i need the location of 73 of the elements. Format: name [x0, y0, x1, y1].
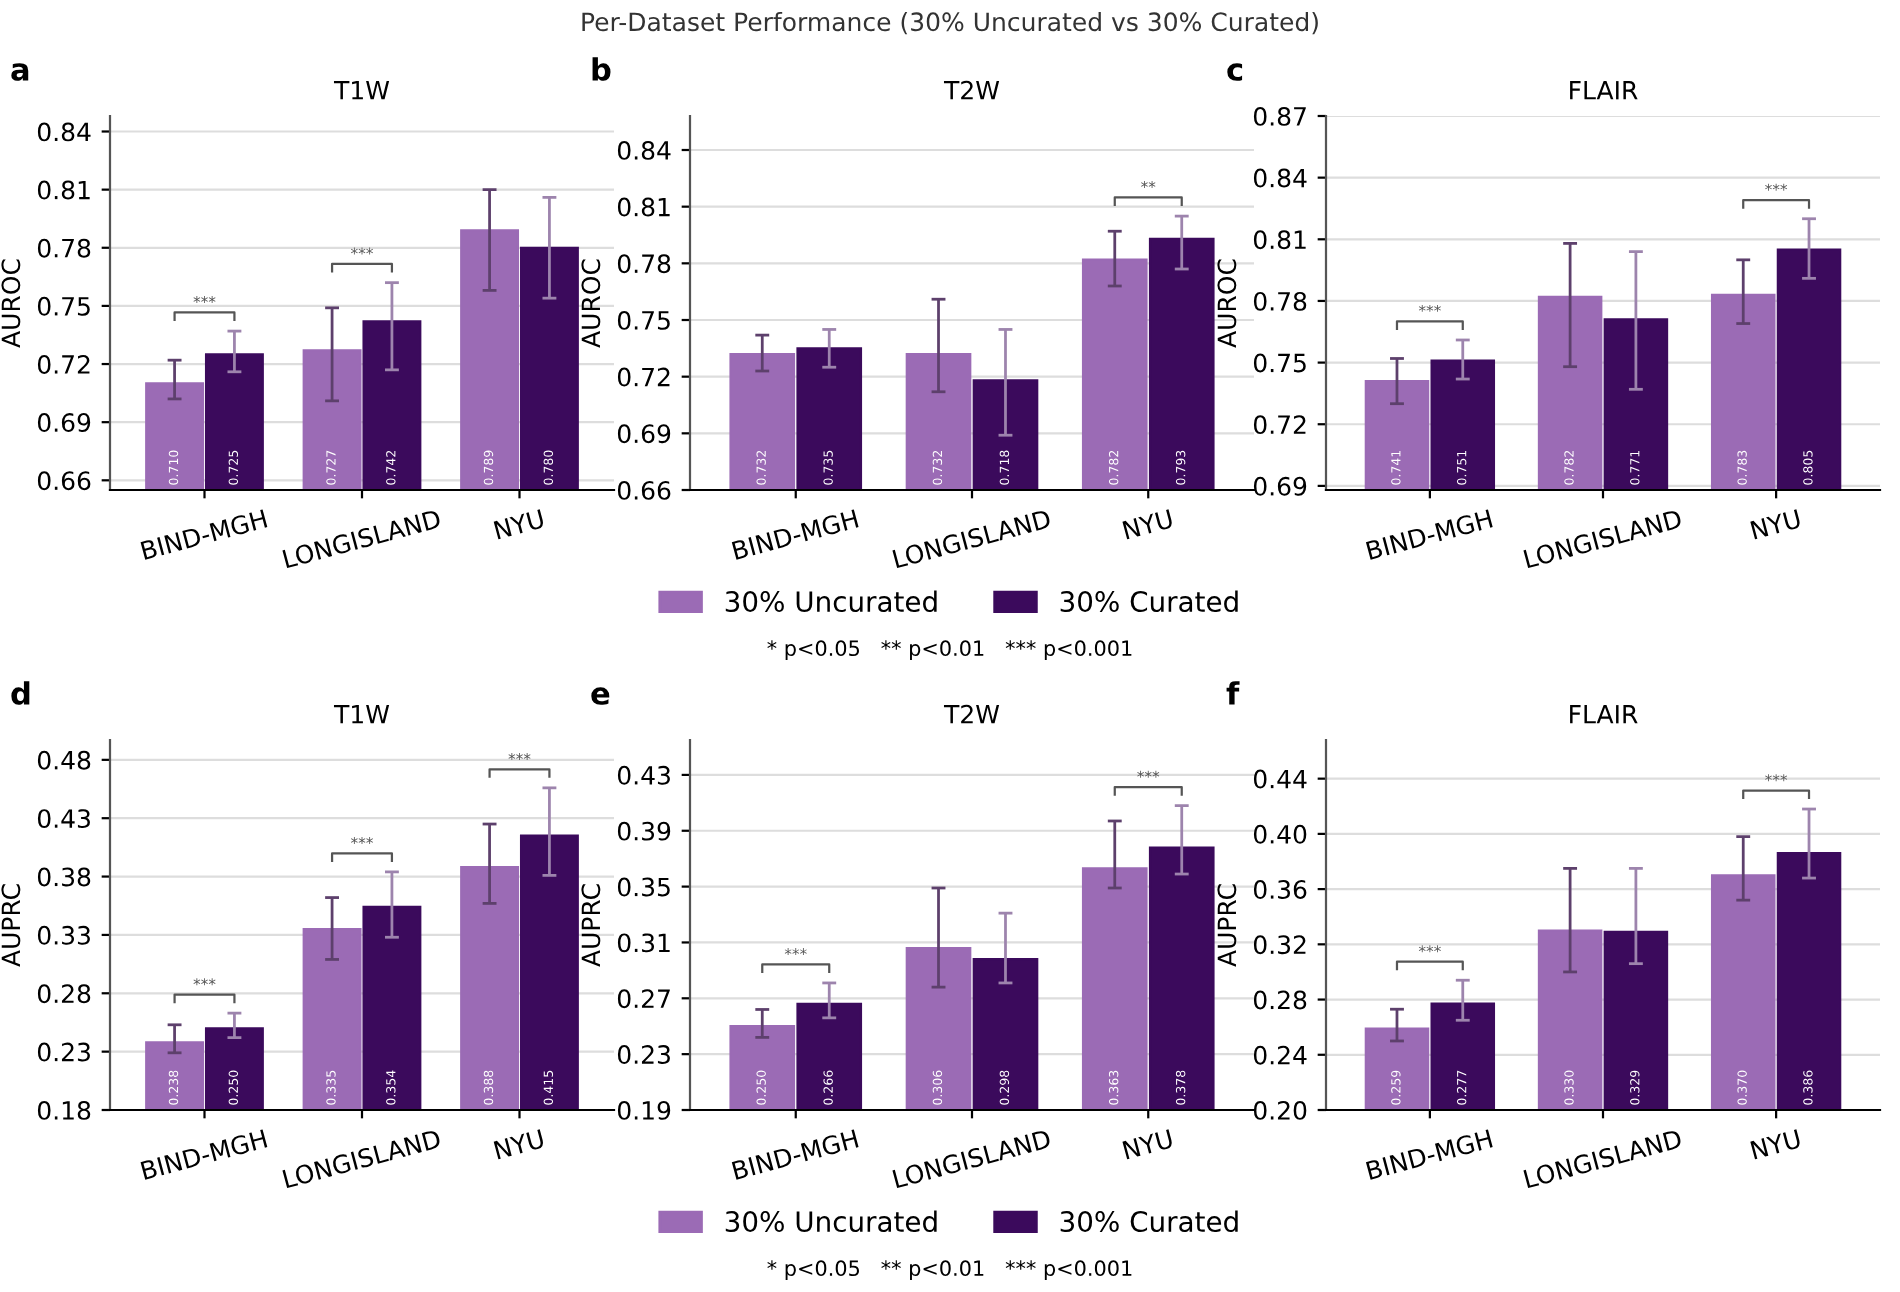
text: f — [1226, 681, 1240, 705]
legend-label: 30% Uncurated — [725, 590, 937, 613]
y-tick-label: 0.69 — [1253, 476, 1307, 496]
y-tick-label: 0.35 — [617, 877, 670, 897]
x-tick-label: NYU — [1750, 1129, 1802, 1160]
y-tick-label: 0.44 — [1253, 769, 1307, 789]
x-tick-label: NYU — [493, 1129, 545, 1160]
text: e — [591, 687, 610, 705]
y-axis-title: AUROC — [1, 259, 21, 348]
y-tick-label: 0.69 — [37, 413, 91, 433]
text: b — [592, 57, 611, 81]
text: * p<0.05 ** p<0.01 *** p<0.001 — [767, 640, 1132, 661]
legend-label: 30% Curated — [1060, 590, 1238, 613]
y-tick-label: 0.31 — [617, 933, 670, 953]
y-tick-label: 0.75 — [37, 296, 90, 316]
y-tick-label: 0.81 — [37, 180, 90, 200]
y-axis-title: AUPRC — [1, 884, 21, 967]
y-tick-label: 0.28 — [1253, 990, 1307, 1010]
y-tick-label: 0.84 — [1253, 168, 1307, 188]
y-tick-label: 0.75 — [617, 310, 670, 330]
y-tick-label: 0.69 — [617, 424, 671, 444]
y-tick-label: 0.72 — [1253, 415, 1306, 435]
y-tick-label: 0.36 — [1253, 880, 1307, 899]
y-tick-label: 0.24 — [1253, 1045, 1307, 1065]
y-tick-label: 0.27 — [617, 989, 670, 1009]
x-tick-label: NYU — [493, 509, 545, 540]
y-tick-label: 0.32 — [1253, 935, 1306, 955]
y-tick-label: 0.78 — [617, 254, 671, 274]
chart-title: T1W — [333, 81, 390, 100]
y-axis-title: AUPRC — [1217, 884, 1237, 967]
y-tick-label: 0.72 — [617, 367, 670, 387]
legend-label: 30% Curated — [1060, 1210, 1238, 1233]
y-tick-label: 0.81 — [617, 197, 670, 217]
legend-label: 30% Uncurated — [725, 1210, 937, 1233]
y-tick-label: 0.66 — [617, 480, 671, 500]
y-tick-label: 0.43 — [37, 809, 90, 829]
y-tick-label: 0.72 — [37, 354, 90, 374]
text: a — [11, 63, 29, 81]
x-tick-label: NYU — [1122, 509, 1174, 540]
y-tick-label: 0.20 — [1253, 1100, 1307, 1120]
y-axis-title: AUPRC — [581, 884, 601, 967]
y-tick-label: 0.40 — [1253, 824, 1307, 844]
x-tick-label: NYU — [1122, 1129, 1174, 1160]
y-tick-label: 0.48 — [37, 750, 91, 770]
text: * p<0.05 ** p<0.01 *** p<0.001 — [767, 1260, 1132, 1281]
y-axis-title: AUROC — [581, 259, 601, 348]
y-tick-label: 0.23 — [37, 1042, 90, 1062]
chart-title: FLAIR — [1570, 705, 1638, 724]
text: c — [1227, 63, 1243, 81]
x-tick-label: NYU — [1750, 509, 1802, 540]
y-tick-label: 0.18 — [37, 1100, 91, 1120]
y-tick-label: 0.78 — [37, 238, 91, 258]
y-axis-title: AUROC — [1217, 259, 1237, 348]
chart-title: T2W — [943, 704, 1000, 724]
text: d — [11, 681, 30, 705]
y-tick-label: 0.87 — [1253, 106, 1306, 126]
y-tick-label: 0.38 — [37, 867, 91, 887]
y-tick-label: 0.23 — [617, 1045, 670, 1064]
y-tick-label: 0.84 — [37, 122, 91, 142]
y-tick-label: 0.39 — [617, 821, 671, 841]
y-tick-label: 0.43 — [617, 765, 670, 785]
text: Per-Dataset Performance (30% Uncurated vs 30% Curated) — [582, 11, 1318, 35]
y-tick-label: 0.84 — [617, 140, 671, 160]
y-tick-label: 0.66 — [37, 471, 91, 491]
chart-title: T2W — [943, 80, 1000, 100]
y-tick-label: 0.78 — [1253, 291, 1307, 311]
y-tick-label: 0.33 — [37, 925, 90, 945]
y-tick-label: 0.75 — [1253, 353, 1306, 373]
chart-title: FLAIR — [1570, 81, 1638, 100]
y-tick-label: 0.19 — [617, 1100, 671, 1120]
y-tick-label: 0.28 — [37, 984, 91, 1004]
chart-title: T1W — [333, 705, 390, 724]
y-tick-label: 0.81 — [1253, 230, 1306, 250]
